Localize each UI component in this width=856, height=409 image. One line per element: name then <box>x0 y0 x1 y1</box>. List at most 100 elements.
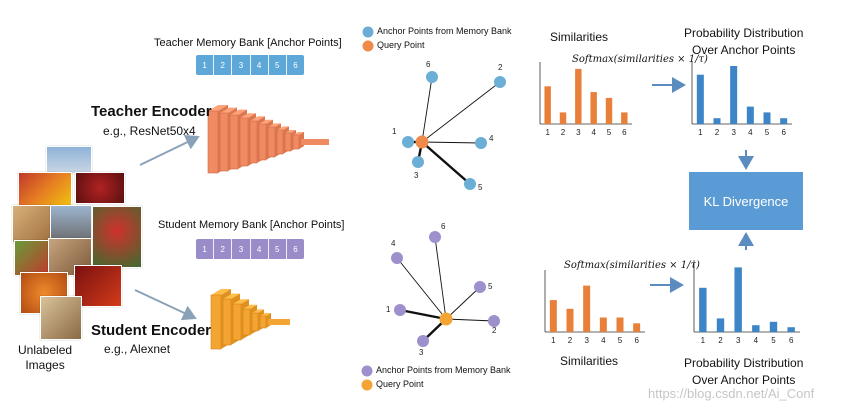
network-slab <box>292 134 300 150</box>
watermark: https://blog.csdn.net/Ai_Conf <box>648 386 815 401</box>
student-anchor-graph: 1 2 3 4 5 6 <box>386 222 500 357</box>
chart-bar <box>734 267 742 332</box>
chart-tick-label: 5 <box>618 336 623 345</box>
chart-tick-label: 4 <box>754 336 759 345</box>
network-slab-top <box>211 289 231 295</box>
chart-tick-label: 1 <box>545 128 550 137</box>
graph-edge <box>434 236 447 320</box>
network-output <box>301 139 329 145</box>
graph-edge <box>399 308 447 321</box>
anchor-label: 3 <box>414 171 419 180</box>
bank-cell: 4 <box>251 239 269 259</box>
chart-tick-label: 1 <box>701 336 706 345</box>
network-slab-top <box>259 119 273 124</box>
teacher-legend-query-dot <box>362 40 374 52</box>
chart-tick-label: 4 <box>601 336 606 345</box>
query-point <box>415 135 429 149</box>
network-slab-top <box>223 293 240 299</box>
anchor-label: 2 <box>492 326 497 335</box>
anchor-label: 6 <box>426 60 431 69</box>
network-slab <box>222 298 232 346</box>
network-slab <box>210 294 222 350</box>
chart-tick-label: 6 <box>634 336 639 345</box>
image-tile-dog <box>12 205 52 243</box>
network-slab <box>258 123 267 161</box>
chart-tick-label: 5 <box>607 128 612 137</box>
chart-bar <box>544 86 551 124</box>
chart-tick-label: 6 <box>622 128 627 137</box>
teacher-probability-label: Probability Distribution Over Anchor Poi… <box>684 26 804 57</box>
network-slab-top <box>240 113 256 118</box>
student-legend-anchor-dot <box>361 365 373 377</box>
chart-tick-label: 2 <box>561 128 566 137</box>
teacher-bank-title: Teacher Memory Bank [Anchor Points] <box>154 37 342 49</box>
network-slab-top <box>220 107 237 113</box>
student-legend-anchor: Anchor Points from Memory Bank <box>376 365 511 375</box>
anchor-point <box>474 281 486 293</box>
query-point <box>439 312 453 326</box>
anchor-point <box>417 335 429 347</box>
bank-cell: 3 <box>232 239 251 259</box>
anchor-label: 5 <box>488 282 493 291</box>
anchor-label: 4 <box>489 134 494 143</box>
image-tile-flowers <box>92 206 142 268</box>
kl-divergence-box: KL Divergence <box>689 172 803 230</box>
network-slab <box>249 120 258 164</box>
network-slab <box>229 114 239 170</box>
network-slab <box>232 303 242 341</box>
images-to-teacher-arrow <box>139 135 200 166</box>
chart-bar <box>549 300 557 332</box>
student-probability-label: Probability Distribution Over Anchor Poi… <box>684 356 804 387</box>
anchor-label: 4 <box>391 239 396 248</box>
chart-bar <box>575 68 582 124</box>
network-slab-top <box>208 105 228 111</box>
graph-edge <box>421 81 501 143</box>
chart-bar <box>787 327 795 332</box>
chart-bar <box>633 323 641 332</box>
anchor-label: 2 <box>498 63 503 72</box>
graph-edge <box>396 257 447 320</box>
anchor-point <box>412 156 424 168</box>
network-slab <box>219 112 229 172</box>
chart-tick-label: 3 <box>576 128 581 137</box>
network-slab-top <box>230 109 247 115</box>
chart-tick-label: 6 <box>781 128 786 137</box>
chart-tick-label: 2 <box>718 336 723 345</box>
chart-bar <box>583 285 591 332</box>
chart-tick-label: 3 <box>736 336 741 345</box>
chart-bar <box>769 321 778 332</box>
chart-bar <box>616 317 624 332</box>
bank-cell: 2 <box>214 55 233 75</box>
teacher-similarities-chart: 1 2 3 4 5 6 <box>539 62 632 137</box>
student-bank-title: Student Memory Bank [Anchor Points] <box>158 219 345 231</box>
chart-tick-label: 5 <box>765 128 770 137</box>
network-slab-top <box>293 132 304 135</box>
network-slab <box>239 117 249 167</box>
anchor-point <box>494 76 506 88</box>
chart-tick-label: 4 <box>748 128 753 137</box>
image-tile-red <box>74 265 122 307</box>
teacher-legend-anchor: Anchor Points from Memory Bank <box>377 26 512 36</box>
anchor-label: 3 <box>419 348 424 357</box>
chart-bar <box>599 317 607 332</box>
image-tile-fruit <box>18 172 72 208</box>
chart-bar <box>696 74 704 124</box>
chart-bar <box>780 118 788 124</box>
chart-bar <box>559 112 567 124</box>
graph-edge <box>421 76 433 143</box>
anchor-point <box>402 136 414 148</box>
network-slab <box>284 132 292 152</box>
student-legend-query: Query Point <box>376 379 424 389</box>
chart-bar <box>752 325 760 332</box>
chart-bar <box>763 112 771 124</box>
chart-tick-label: 5 <box>771 336 776 345</box>
unlabeled-images-label: Unlabeled Images <box>18 343 73 372</box>
anchor-point <box>488 315 500 327</box>
bank-cell: 5 <box>269 239 287 259</box>
bank-cell: 1 <box>196 239 215 259</box>
chart-bar <box>746 106 754 124</box>
anchor-point <box>391 252 403 264</box>
anchor-point <box>394 304 406 316</box>
